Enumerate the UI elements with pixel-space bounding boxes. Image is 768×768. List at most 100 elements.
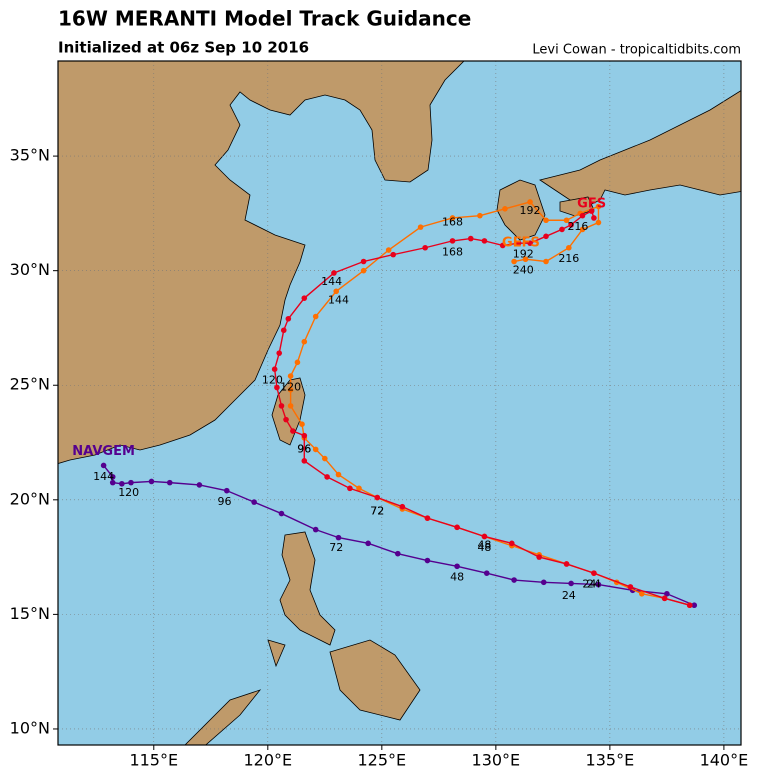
hour-label: 96 [217, 495, 231, 508]
track-point [109, 474, 116, 480]
title: 16W MERANTI Model Track Guidance [58, 7, 471, 31]
track-point [449, 238, 456, 244]
track-point [543, 217, 549, 224]
track-point [251, 499, 257, 505]
credit: Levi Cowan - tropicaltidbits.com [532, 43, 741, 58]
track-point [394, 550, 401, 557]
track-point [566, 244, 572, 251]
track-point [686, 602, 693, 609]
track-point [128, 479, 134, 486]
hour-label: 120 [262, 374, 283, 387]
track-point [661, 595, 668, 602]
track-point [331, 270, 337, 276]
hour-label: 72 [370, 504, 384, 517]
hour-label: 48 [477, 541, 491, 554]
track-point [527, 199, 533, 205]
track-point [287, 373, 294, 379]
track-point [278, 510, 285, 517]
track-point [322, 455, 328, 462]
track-point [271, 366, 278, 373]
x-tick-label: 130°E [472, 751, 521, 768]
track-point [563, 217, 570, 224]
track-point [595, 219, 602, 226]
track-point [390, 251, 397, 258]
track-point [166, 479, 173, 486]
track-point [385, 247, 392, 253]
hour-label: 120 [280, 381, 301, 394]
track-point [283, 416, 289, 423]
track-point [360, 267, 367, 274]
y-tick-label: 35°N [10, 146, 50, 165]
x-tick-label: 120°E [243, 751, 292, 768]
track-point [276, 350, 283, 356]
land [58, 61, 741, 745]
track-point [627, 584, 634, 590]
track-point [196, 482, 203, 488]
track-point [274, 384, 280, 391]
track-point [312, 526, 319, 533]
track-point [287, 403, 294, 409]
hour-label: 96 [297, 442, 311, 455]
track-point [324, 474, 330, 480]
track-point [335, 534, 342, 541]
track-point [511, 577, 517, 583]
track-point [424, 557, 431, 564]
model-name: NAVGEM [72, 444, 135, 459]
hour-label: 240 [513, 264, 534, 277]
track-point [568, 580, 574, 587]
track-point [477, 212, 483, 219]
track-point [588, 208, 595, 214]
model-name: GEFS [502, 236, 540, 251]
track-point [563, 561, 570, 567]
track-point [356, 485, 362, 492]
hour-label: 168 [442, 245, 463, 258]
track-point [301, 338, 308, 345]
hour-label: 144 [328, 293, 349, 306]
x-tick-label: 140°E [700, 751, 749, 768]
track-point [347, 485, 353, 492]
hour-label: 192 [513, 248, 534, 261]
track-point [691, 602, 698, 609]
track-point [301, 295, 308, 301]
track-point [148, 478, 155, 485]
hour-label: 120 [118, 486, 139, 499]
track-point [502, 205, 508, 212]
hour-label: 24 [587, 578, 601, 591]
track-point [100, 462, 107, 469]
track-point [109, 479, 116, 486]
track-point [294, 359, 301, 366]
hour-label: 168 [442, 216, 463, 229]
hour-label: 192 [520, 204, 541, 217]
track-point [481, 533, 488, 540]
hour-label: 144 [93, 470, 114, 483]
model-name: GFS [577, 197, 606, 212]
track-point [509, 540, 515, 547]
map-frame [57, 60, 742, 746]
plot-layer: 24 48 72 96 120 144 NAVGEM 24 48 72 96 120 144 168 192… [58, 61, 741, 745]
track-point [301, 432, 308, 439]
track-point [365, 540, 371, 547]
track-point [312, 313, 319, 320]
hour-label: 72 [329, 541, 343, 554]
track-point [595, 581, 602, 588]
track-point [280, 327, 287, 334]
track-point [278, 403, 285, 409]
track-point [527, 240, 533, 246]
x-tick-label: 135°E [586, 751, 635, 768]
track-point [515, 240, 522, 246]
track-point [287, 387, 294, 393]
track-point [483, 570, 490, 576]
y-tick-label: 30°N [10, 260, 50, 279]
track-point [301, 458, 308, 464]
hour-label: 216 [567, 220, 588, 233]
track-point [299, 421, 305, 427]
hour-label: 144 [321, 275, 342, 288]
hour-label: 24 [582, 578, 596, 591]
track-point [467, 235, 474, 242]
track-point [568, 222, 574, 228]
track-point [591, 215, 597, 221]
track-point [579, 212, 586, 219]
track-point [285, 315, 292, 322]
y-tick-label: 10°N [10, 718, 50, 737]
x-tick-label: 125°E [357, 751, 406, 768]
